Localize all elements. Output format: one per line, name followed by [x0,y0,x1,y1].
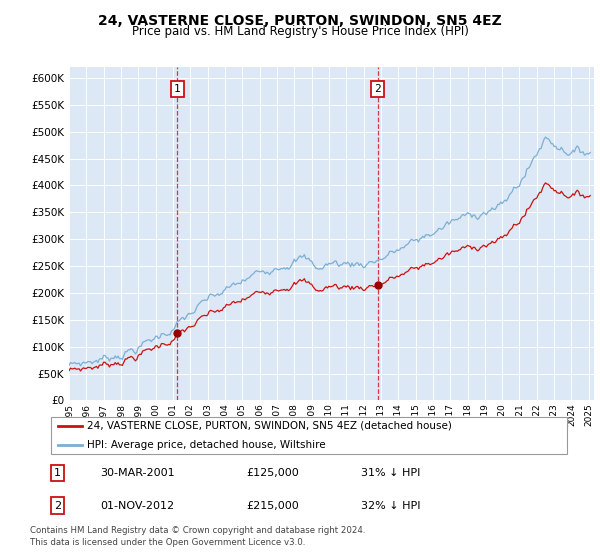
Text: 2: 2 [374,84,382,94]
Text: 24, VASTERNE CLOSE, PURTON, SWINDON, SN5 4EZ: 24, VASTERNE CLOSE, PURTON, SWINDON, SN5… [98,14,502,28]
Text: 1: 1 [174,84,181,94]
Text: 2: 2 [54,501,61,511]
Text: 31% ↓ HPI: 31% ↓ HPI [361,468,421,478]
Text: HPI: Average price, detached house, Wiltshire: HPI: Average price, detached house, Wilt… [87,440,326,450]
Text: 1: 1 [54,468,61,478]
Text: 24, VASTERNE CLOSE, PURTON, SWINDON, SN5 4EZ (detached house): 24, VASTERNE CLOSE, PURTON, SWINDON, SN5… [87,421,452,431]
Text: Price paid vs. HM Land Registry's House Price Index (HPI): Price paid vs. HM Land Registry's House … [131,25,469,38]
Text: Contains HM Land Registry data © Crown copyright and database right 2024.
This d: Contains HM Land Registry data © Crown c… [30,526,365,547]
FancyBboxPatch shape [50,417,568,454]
Bar [177,67,378,400]
Text: £125,000: £125,000 [247,468,299,478]
Text: £215,000: £215,000 [247,501,299,511]
Text: 30-MAR-2001: 30-MAR-2001 [100,468,175,478]
Text: 01-NOV-2012: 01-NOV-2012 [100,501,175,511]
Text: 32% ↓ HPI: 32% ↓ HPI [361,501,421,511]
